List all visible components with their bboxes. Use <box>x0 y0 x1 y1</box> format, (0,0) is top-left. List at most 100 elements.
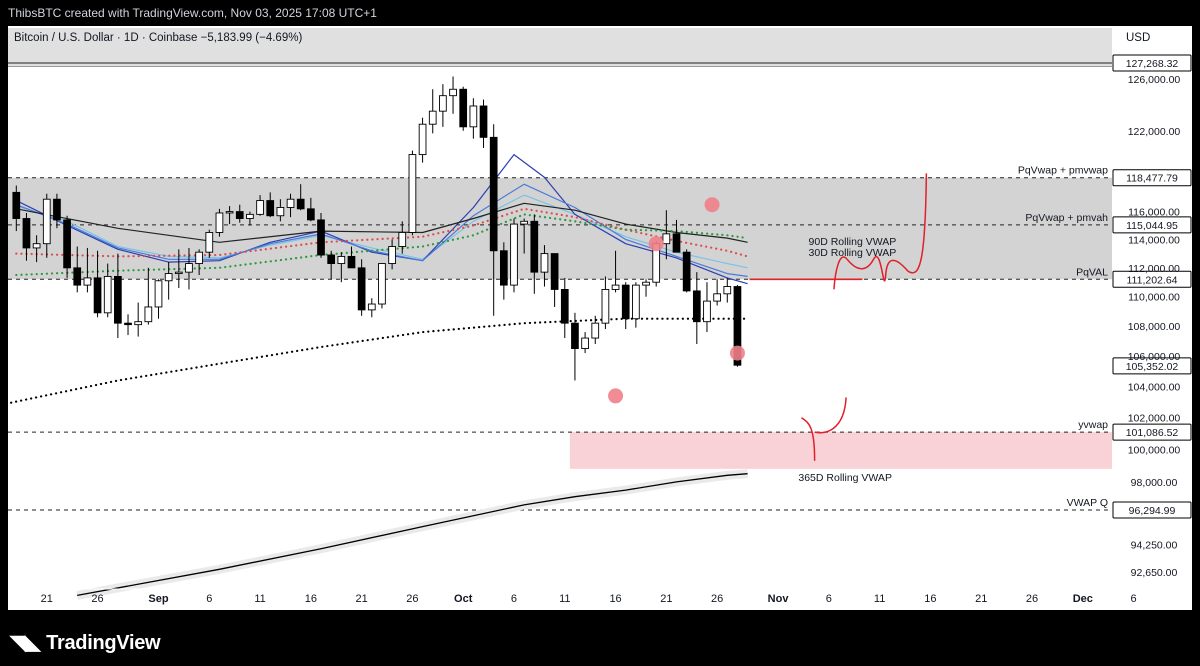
candle-body <box>93 277 102 314</box>
candle-body <box>327 254 336 265</box>
candle-body <box>144 306 153 323</box>
x-tick-label: 11 <box>874 593 885 605</box>
candle-body <box>540 253 549 273</box>
x-tick-label: 6 <box>206 593 212 605</box>
candle <box>672 219 681 253</box>
candle <box>154 279 163 319</box>
candle-body <box>388 246 396 265</box>
y-tick-label: 127,268.32 <box>1126 58 1179 70</box>
candle-body <box>103 275 112 314</box>
price-chart[interactable]: PqVwap + pmvwap PqVwap + pmvah PqVAL yvwap V… <box>8 26 1192 610</box>
candle <box>235 204 244 223</box>
candle <box>124 314 132 336</box>
candle <box>682 249 691 293</box>
attribution-bar: ThibsBTC created with TradingView.com, N… <box>0 0 1200 26</box>
candle-body <box>378 263 386 305</box>
x-tick-label: 16 <box>924 593 936 605</box>
symbol-legend[interactable]: Bitcoin / U.S. Dollar · 1D · Coinbase −5… <box>14 32 303 44</box>
candle <box>692 272 701 345</box>
candle <box>662 210 671 260</box>
series-line-7 <box>77 473 748 597</box>
price-box-15 <box>1112 216 1192 234</box>
level-label-0: PqVwap + pmvwap <box>1018 165 1108 177</box>
candle <box>225 206 234 225</box>
candle-body <box>124 322 132 326</box>
candle-body <box>154 280 163 308</box>
candle <box>398 221 407 254</box>
chart-panel[interactable]: PqVwap + pmvwap PqVwap + pmvah PqVAL yvwap V… <box>8 26 1192 610</box>
chart-header-band <box>8 28 1112 67</box>
y-tick-label: 116,000.00 <box>1128 207 1180 219</box>
level-label-3: yvwap <box>1078 419 1108 431</box>
x-tick-label: Oct <box>454 593 473 605</box>
candle <box>103 263 112 318</box>
level-label-4: VWAP Q <box>1067 497 1108 509</box>
candle <box>510 218 518 293</box>
tradingview-logo[interactable]: ◥◣ TradingView <box>10 630 161 655</box>
highlight-marker-0 <box>608 388 624 404</box>
candle-body <box>479 105 488 138</box>
candle <box>83 247 92 293</box>
candle <box>134 302 143 337</box>
y-tick-label: 102,000.00 <box>1128 413 1181 425</box>
y-tick-label: 122,000.00 <box>1128 126 1181 138</box>
y-tick-label: 92,650.00 <box>1131 567 1178 579</box>
candle-body <box>73 267 82 286</box>
candle <box>215 208 224 237</box>
candle-body <box>418 123 427 156</box>
candle-body <box>235 211 244 219</box>
candle <box>459 86 468 131</box>
candle-body <box>134 321 143 326</box>
candle-body <box>469 105 478 128</box>
candle-body <box>499 250 508 286</box>
candle <box>520 218 529 254</box>
candle <box>439 84 447 127</box>
candle <box>22 212 31 261</box>
zone-rect-1 <box>569 432 1112 469</box>
candle <box>540 245 549 287</box>
candle <box>246 211 254 226</box>
x-tick-label: 6 <box>826 593 832 605</box>
series-annotation-0: 90D Rolling VWAP <box>809 236 897 248</box>
x-tick-label: 11 <box>254 593 265 605</box>
highlight-marker-1 <box>648 236 664 252</box>
candle-body <box>22 218 31 249</box>
candle-body <box>317 219 325 256</box>
candle <box>499 242 508 300</box>
x-tick-label: Nov <box>768 593 790 605</box>
candle-body <box>114 275 122 324</box>
y-tick-label: 105,352.02 <box>1126 361 1179 373</box>
x-tick-label: Dec <box>1073 593 1093 605</box>
series-line-6 <box>8 317 749 405</box>
zone-rect-0 <box>8 177 1112 280</box>
level-label-1: PqVwap + pmvah <box>1025 212 1108 224</box>
candle-body <box>611 284 620 290</box>
candle-body <box>682 251 691 292</box>
tradingview-brand-text: TradingView <box>46 632 161 654</box>
candle <box>256 195 264 216</box>
candle <box>550 253 559 307</box>
candle-body <box>195 251 203 265</box>
candle <box>428 89 437 134</box>
price-box-12 <box>1112 270 1192 288</box>
axis-layer: 92,650.00 94,250.00 96,294.99 98,000.00 100,… <box>8 54 1192 605</box>
candle <box>418 117 427 163</box>
candle <box>469 98 478 139</box>
candle <box>571 312 579 381</box>
attribution-text: ThibsBTC created with TradingView.com, N… <box>8 6 377 20</box>
candle <box>174 249 183 289</box>
labels-layer: PqVwap + pmvwap PqVwap + pmvah PqVAL yvwap V… <box>798 165 1108 509</box>
candle-body <box>347 255 356 269</box>
candle-body <box>459 88 468 128</box>
candle-body <box>560 289 569 324</box>
candle-body <box>42 198 51 245</box>
candle <box>560 277 569 339</box>
price-box-2 <box>1112 501 1192 519</box>
x-tick-label: 6 <box>511 593 517 605</box>
currency-label: USD <box>1126 32 1151 44</box>
candle-body <box>246 213 254 219</box>
x-tick-label: 16 <box>305 593 317 605</box>
candle-body <box>733 286 742 366</box>
candle <box>114 253 122 339</box>
y-tick-label: 114,000.00 <box>1128 234 1180 246</box>
